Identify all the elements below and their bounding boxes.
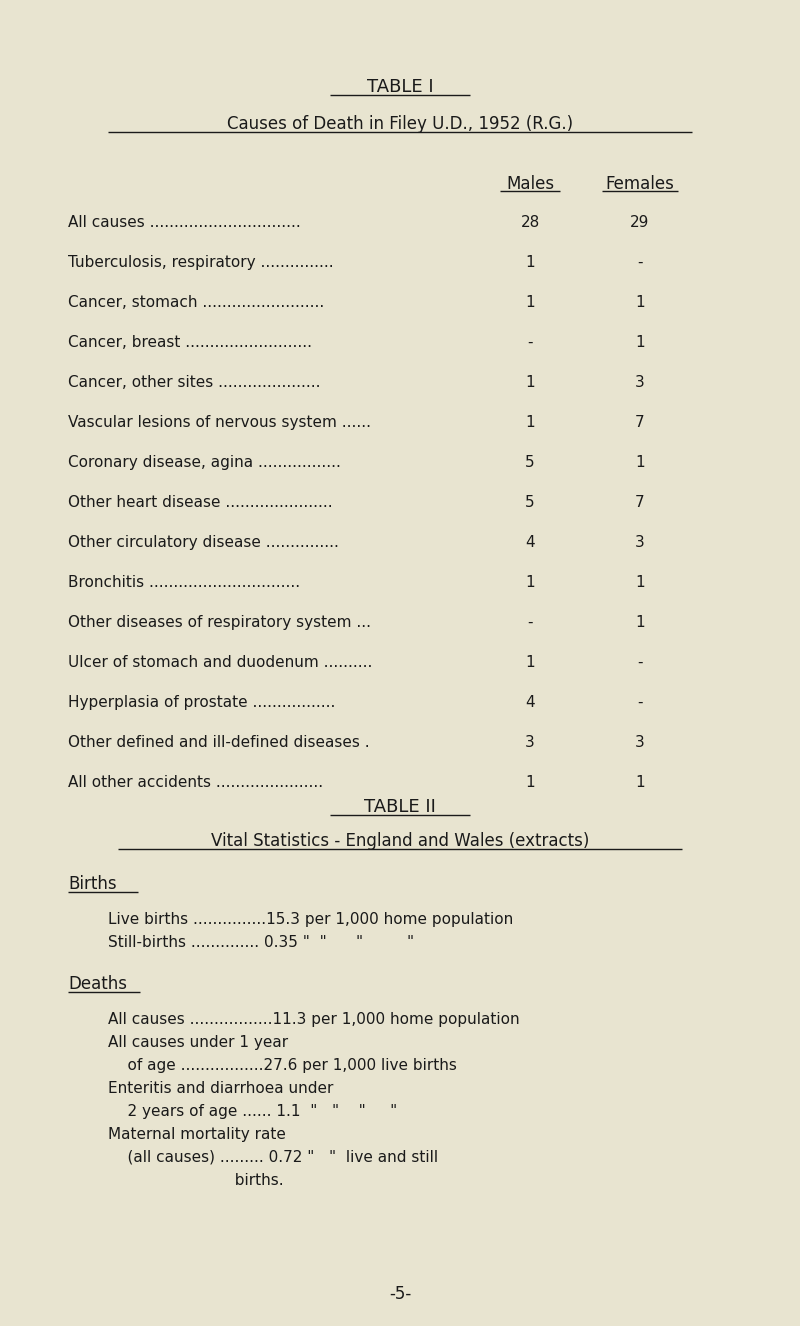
Text: -: - (527, 335, 533, 350)
Text: 1: 1 (525, 415, 535, 430)
Text: All causes .................11.3 per 1,000 home population: All causes .................11.3 per 1,0… (108, 1012, 520, 1028)
Text: Causes of Death in Filey U.D., 1952 (R.G.): Causes of Death in Filey U.D., 1952 (R.G… (227, 115, 573, 133)
Text: Still-births .............. 0.35 "  "      "         ": Still-births .............. 0.35 " " " " (108, 935, 414, 949)
Text: Vascular lesions of nervous system ......: Vascular lesions of nervous system .....… (68, 415, 371, 430)
Text: Maternal mortality rate: Maternal mortality rate (108, 1127, 286, 1142)
Text: 3: 3 (525, 735, 535, 751)
Text: 7: 7 (635, 495, 645, 511)
Text: (all causes) ......... 0.72 "   "  live and still: (all causes) ......... 0.72 " " live and… (108, 1150, 438, 1166)
Text: 1: 1 (635, 335, 645, 350)
Text: 1: 1 (525, 294, 535, 310)
Text: -: - (638, 655, 642, 670)
Text: 29: 29 (630, 215, 650, 229)
Text: 4: 4 (525, 695, 535, 709)
Text: 7: 7 (635, 415, 645, 430)
Text: TABLE I: TABLE I (366, 78, 434, 95)
Text: 4: 4 (525, 534, 535, 550)
Text: All causes under 1 year: All causes under 1 year (108, 1036, 288, 1050)
Text: 28: 28 (520, 215, 540, 229)
Text: -: - (527, 615, 533, 630)
Text: Males: Males (506, 175, 554, 194)
Text: Live births ...............15.3 per 1,000 home population: Live births ...............15.3 per 1,00… (108, 912, 514, 927)
Text: 2 years of age ...... 1.1  "   "    "     ": 2 years of age ...... 1.1 " " " " (108, 1105, 398, 1119)
Text: All causes ...............................: All causes .............................… (68, 215, 301, 229)
Text: births.: births. (108, 1174, 284, 1188)
Text: All other accidents ......................: All other accidents ....................… (68, 774, 323, 790)
Text: Births: Births (68, 875, 117, 892)
Text: -: - (638, 695, 642, 709)
Text: 1: 1 (525, 655, 535, 670)
Text: 1: 1 (635, 575, 645, 590)
Text: TABLE II: TABLE II (364, 798, 436, 815)
Text: 1: 1 (525, 375, 535, 390)
Text: Other circulatory disease ...............: Other circulatory disease ..............… (68, 534, 339, 550)
Text: Enteritis and diarrhoea under: Enteritis and diarrhoea under (108, 1081, 334, 1097)
Text: Tuberculosis, respiratory ...............: Tuberculosis, respiratory ..............… (68, 255, 334, 271)
Text: Females: Females (606, 175, 674, 194)
Text: 1: 1 (525, 774, 535, 790)
Text: 1: 1 (635, 294, 645, 310)
Text: 1: 1 (525, 575, 535, 590)
Text: 1: 1 (635, 455, 645, 469)
Text: Deaths: Deaths (68, 975, 127, 993)
Text: Hyperplasia of prostate .................: Hyperplasia of prostate ................… (68, 695, 335, 709)
Text: Coronary disease, agina .................: Coronary disease, agina ................… (68, 455, 341, 469)
Text: of age .................27.6 per 1,000 live births: of age .................27.6 per 1,000 l… (108, 1058, 457, 1073)
Text: Ulcer of stomach and duodenum ..........: Ulcer of stomach and duodenum .......... (68, 655, 372, 670)
Text: 5: 5 (525, 495, 535, 511)
Text: Vital Statistics - England and Wales (extracts): Vital Statistics - England and Wales (ex… (211, 831, 589, 850)
Text: 1: 1 (635, 615, 645, 630)
Text: -: - (638, 255, 642, 271)
Text: -5-: -5- (389, 1285, 411, 1303)
Text: 3: 3 (635, 735, 645, 751)
Text: 5: 5 (525, 455, 535, 469)
Text: Cancer, breast ..........................: Cancer, breast .........................… (68, 335, 312, 350)
Text: Cancer, stomach .........................: Cancer, stomach ........................… (68, 294, 324, 310)
Text: 3: 3 (635, 534, 645, 550)
Text: Other diseases of respiratory system ...: Other diseases of respiratory system ... (68, 615, 371, 630)
Text: Other defined and ill-defined diseases .: Other defined and ill-defined diseases . (68, 735, 370, 751)
Text: 1: 1 (525, 255, 535, 271)
Text: 3: 3 (635, 375, 645, 390)
Text: Bronchitis ...............................: Bronchitis .............................… (68, 575, 300, 590)
Text: Cancer, other sites .....................: Cancer, other sites ....................… (68, 375, 321, 390)
Text: Other heart disease ......................: Other heart disease ....................… (68, 495, 333, 511)
Text: 1: 1 (635, 774, 645, 790)
